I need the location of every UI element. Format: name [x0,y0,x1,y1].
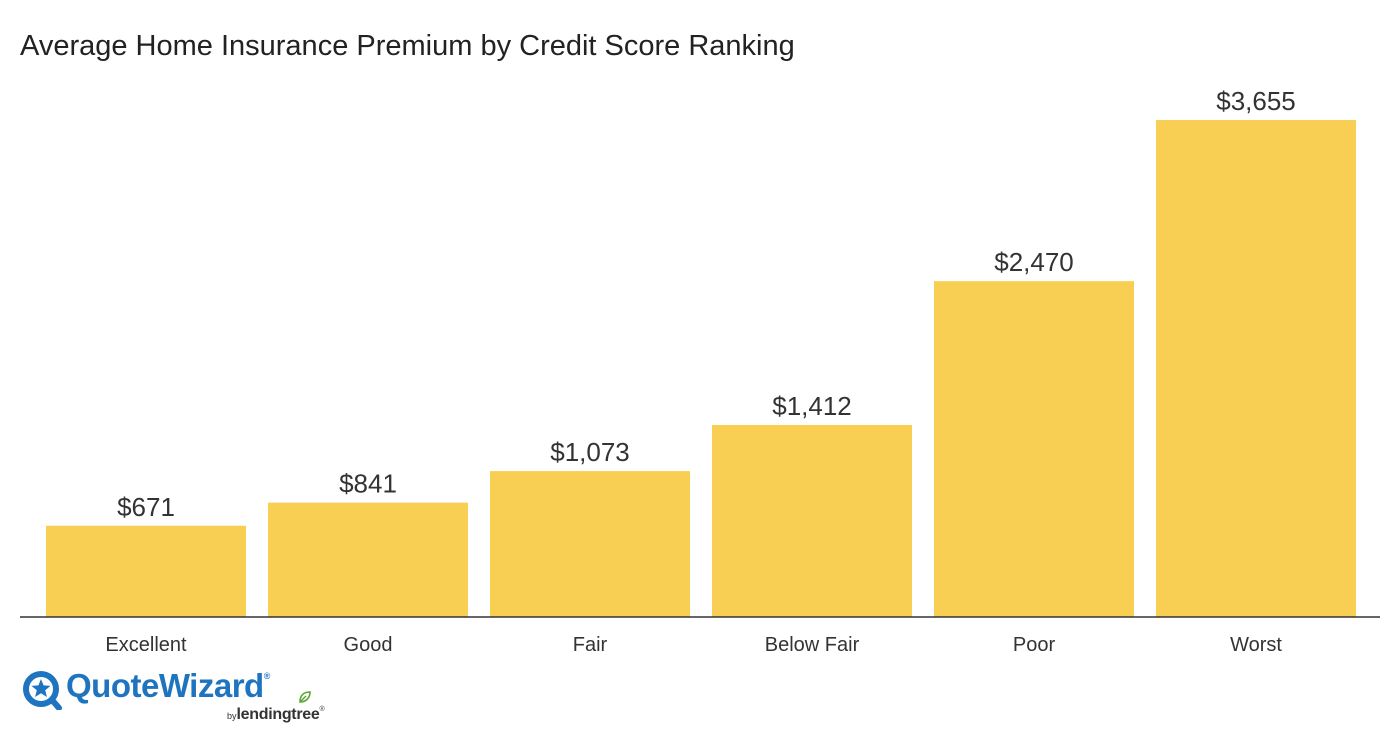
value-label-fair: $1,073 [550,437,630,467]
x-tick-label-fair: Fair [573,634,608,656]
x-tick-label-poor: Poor [1013,634,1056,656]
value-label-excellent: $671 [117,492,175,522]
bar-good [268,502,468,617]
x-tick-label-excellent: Excellent [105,634,187,656]
value-label-below-fair: $1,412 [772,391,852,421]
bar-poor [934,281,1134,617]
tick-labels-group: Excellent Good Fair Below Fair Poor Worst [105,634,1282,656]
bar-fair [490,471,690,617]
by-text: by [227,711,237,721]
lendingtree-leaf-icon [299,691,311,703]
quotewizard-wordmark: QuoteWizard® [66,667,270,705]
x-tick-label-below-fair: Below Fair [765,634,860,656]
bar-below-fair [712,424,912,617]
brand-registered-mark: ® [263,671,271,681]
value-label-good: $841 [339,469,397,499]
quotewizard-star-icon [23,671,62,710]
value-labels-group: $671 $841 $1,073 $1,412 $2,470 $3,655 [117,86,1296,522]
x-tick-label-good: Good [344,634,393,656]
parent-registered-mark: ® [319,706,325,713]
value-label-poor: $2,470 [994,247,1074,277]
value-label-worst: $3,655 [1216,86,1296,116]
bar-worst [1156,120,1356,617]
parent-name: lendingtree [236,706,320,723]
bars-group [46,120,1356,617]
bar-excellent [46,525,246,617]
lendingtree-wordmark: bylendingtree® [227,706,325,724]
quotewizard-logo: QuoteWizard® bylendingtree® [22,667,352,728]
x-tick-label-worst: Worst [1230,634,1282,656]
chart-title: Average Home Insurance Premium by Credit… [20,30,795,62]
brand-name: QuoteWizard [66,667,264,704]
